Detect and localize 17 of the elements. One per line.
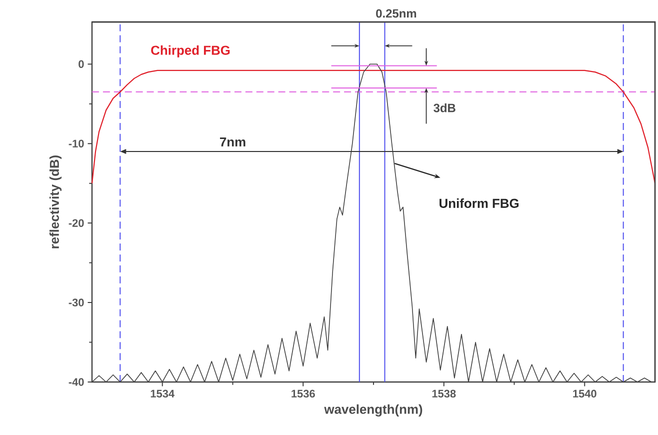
y-axis-title: reflectivity (dB) [49,156,62,248]
annotation: 7nm [220,138,246,146]
text: Uniform FBG [440,198,519,208]
x-tick-label: 1534 [150,390,174,398]
y-tick-label: -10 [68,140,84,148]
y-tick-label: -20 [68,219,84,227]
y-tick-label: -40 [68,378,84,386]
y-tick-label: -30 [68,298,84,306]
x-tick-label: 1538 [432,390,456,398]
annotation: 3dB [434,103,456,112]
text: 0.25nm [376,9,416,18]
line-series [91,70,656,184]
x-tick-label: 1536 [292,390,315,398]
x-tick-label: 1540 [573,390,596,398]
series-label: Chirped FBG [151,45,230,58]
x-axis-title: wavelength(nm) [324,404,422,417]
y-tick-label: 0 [78,60,84,68]
